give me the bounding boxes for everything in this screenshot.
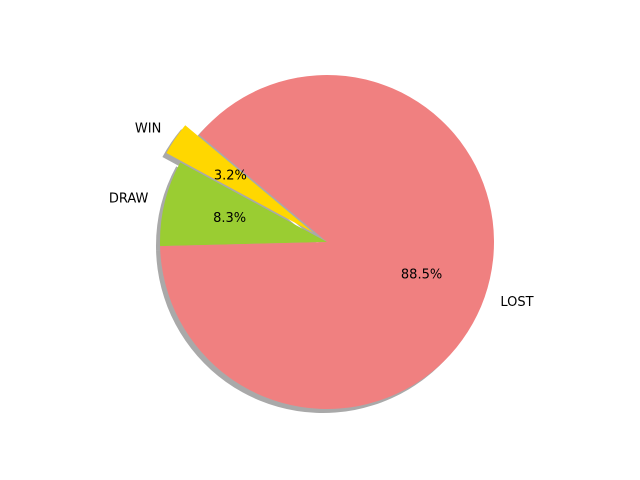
label-draw: DRAW bbox=[109, 191, 149, 206]
slice-lost bbox=[160, 74, 494, 409]
pie-slices bbox=[160, 74, 494, 409]
slice-win bbox=[166, 125, 314, 233]
label-win: WIN bbox=[135, 122, 161, 137]
percent-label-win: 3.2% bbox=[214, 169, 247, 184]
slice-draw bbox=[160, 162, 327, 247]
pie-labels: WIN 3.2% DRAW 8.3% LOST 88.5% bbox=[109, 122, 534, 310]
label-lost: LOST bbox=[500, 295, 533, 310]
percent-label-lost: 88.5% bbox=[401, 268, 442, 283]
percent-label-draw: 8.3% bbox=[213, 211, 246, 226]
